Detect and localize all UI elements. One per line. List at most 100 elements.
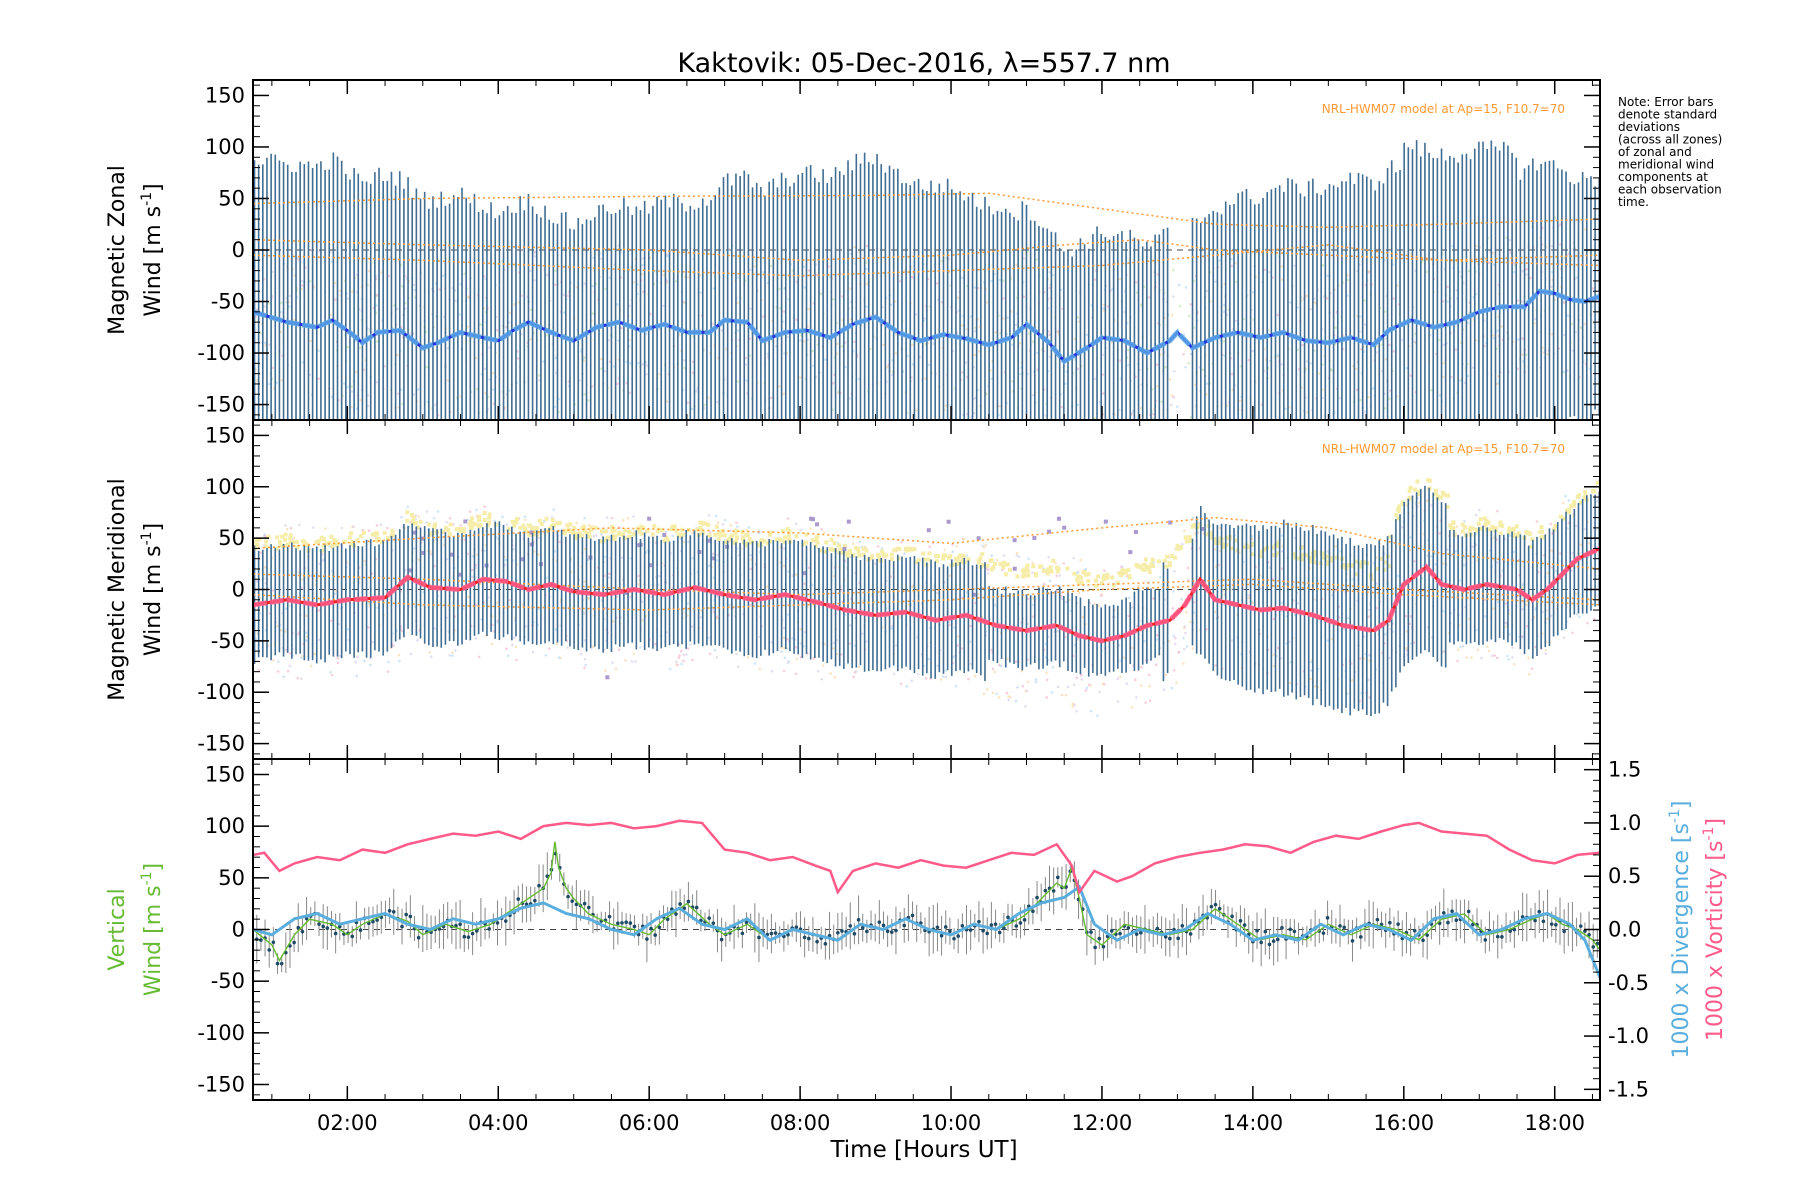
meridional-scatter-point <box>1131 606 1134 609</box>
zonal-scatter-point <box>441 274 445 278</box>
meridional-upper-band-point <box>349 531 354 536</box>
meridional-scatter-point <box>1434 563 1438 566</box>
meridional-scatter-point <box>448 654 452 657</box>
meridional-scatter-point <box>1072 683 1076 687</box>
zonal-scatter-point <box>1437 338 1441 342</box>
zonal-scatter-point <box>906 354 909 358</box>
meridional-scatter-point <box>311 526 315 529</box>
meridional-upper-band-point <box>782 539 787 544</box>
meridional-scatter-point <box>1426 554 1429 557</box>
meridional-outlier-point <box>408 568 413 573</box>
meridional-scatter-point <box>336 656 340 660</box>
zonal-scatter-point <box>795 280 798 284</box>
zonal-scatter-point <box>1591 287 1595 290</box>
meridional-scatter-point <box>676 663 680 667</box>
meridional-upper-band-point <box>914 560 919 565</box>
meridional-scatter-point <box>634 660 637 663</box>
meridional-scatter-point <box>1359 657 1362 660</box>
vertical-data-point <box>271 940 276 945</box>
zonal-scatter-point <box>1405 366 1408 370</box>
meridional-upper-band-point <box>610 529 615 534</box>
meridional-upper-band-point <box>589 528 594 533</box>
meridional-upper-band-point <box>264 544 269 549</box>
meridional-scatter-point <box>969 662 972 666</box>
meridional-outlier-point <box>1128 550 1133 555</box>
zonal-scatter-point <box>1400 338 1404 342</box>
zonal-scatter-point <box>893 300 897 303</box>
zonal-scatter-point <box>960 371 964 374</box>
vertical-data-point <box>267 948 272 952</box>
zonal-scatter-point <box>853 245 856 249</box>
zonal-scatter-point <box>1134 281 1138 284</box>
meridional-scatter-point <box>1493 654 1496 657</box>
meridional-scatter-point <box>611 620 615 623</box>
meridional-scatter-point <box>1272 617 1276 621</box>
meridional-scatter-point <box>747 656 750 659</box>
meridional-upper-band-point <box>1524 530 1529 535</box>
meridional-upper-band-point <box>1530 537 1535 542</box>
zonal-scatter-point <box>279 301 283 305</box>
meridional-upper-band-point <box>926 557 931 562</box>
meridional-scatter-point <box>1461 644 1465 648</box>
meridional-scatter-point <box>1020 669 1024 673</box>
zonal-scatter-point <box>778 306 782 310</box>
meridional-scatter-point <box>387 660 390 664</box>
zonal-scatter-point <box>1475 244 1478 248</box>
zonal-scatter-point <box>371 330 374 334</box>
zonal-scatter-point <box>1521 353 1524 356</box>
meridional-scatter-point <box>1456 648 1460 652</box>
vertical-data-point <box>279 961 284 966</box>
zonal-y-label-exponent: -1 <box>139 192 155 206</box>
meridional-upper-band-point <box>1478 526 1483 531</box>
meridional-outlier-point <box>810 517 815 522</box>
zonal-scatter-point <box>446 379 450 382</box>
meridional-upper-band-point <box>1445 493 1450 498</box>
meridional-scatter-point <box>1549 614 1553 618</box>
meridional-scatter-point <box>770 669 774 673</box>
meridional-upper-band-point <box>568 522 573 527</box>
meridional-scatter-point <box>799 642 803 645</box>
meridional-upper-band-point <box>1093 578 1098 583</box>
zonal-scatter-point <box>973 286 977 289</box>
meridional-upper-band-point <box>373 533 378 538</box>
meridional-upper-band-point <box>908 546 913 551</box>
meridional-scatter-point <box>962 537 966 541</box>
meridional-outlier-point <box>420 536 425 541</box>
zonal-scatter-point <box>591 284 595 288</box>
meridional-upper-band-point <box>1004 562 1009 567</box>
meridional-scatter-point <box>995 692 998 696</box>
meridional-scatter-point <box>1496 509 1499 513</box>
zonal-scatter-point <box>590 385 594 388</box>
zonal-scatter-point <box>1491 334 1495 337</box>
meridional-scatter-point <box>1496 656 1499 660</box>
meridional-scatter-point <box>1561 501 1565 505</box>
zonal-scatter-point <box>1280 265 1284 268</box>
meridional-upper-band-point <box>1320 555 1325 560</box>
note-line: (across all zones) <box>1618 133 1722 147</box>
meridional-upper-band-point <box>1467 528 1472 533</box>
meridional-upper-band-point <box>1051 558 1056 563</box>
zonal-scatter-point <box>665 253 669 256</box>
zonal-scatter-point <box>533 254 537 258</box>
zonal-scatter-point <box>296 256 300 260</box>
meridional-scatter-point <box>1368 653 1371 657</box>
meridional-upper-band-point <box>1428 478 1433 483</box>
meridional-scatter-point <box>1362 657 1366 660</box>
meridional-scatter-point <box>782 564 786 568</box>
zonal-scatter-point <box>308 280 312 283</box>
zonal-scatter-point <box>1164 365 1167 369</box>
zonal-scatter-point <box>1563 301 1566 305</box>
zonal-scatter-point <box>1392 349 1396 353</box>
meridional-scatter-point <box>690 625 694 628</box>
meridional-scatter-point <box>990 554 993 557</box>
meridional-scatter-point <box>956 644 959 647</box>
meridional-scatter-point <box>336 661 340 665</box>
zonal-scatter-point <box>1031 340 1035 343</box>
meridional-scatter-point <box>1096 714 1099 717</box>
zonal-scatter-point <box>1118 277 1122 281</box>
zonal-scatter-point <box>1517 338 1520 341</box>
meridional-scatter-point <box>833 676 837 679</box>
meridional-upper-band-point <box>1262 547 1267 552</box>
zonal-scatter-point <box>599 257 603 261</box>
meridional-upper-band-point <box>1417 492 1422 497</box>
